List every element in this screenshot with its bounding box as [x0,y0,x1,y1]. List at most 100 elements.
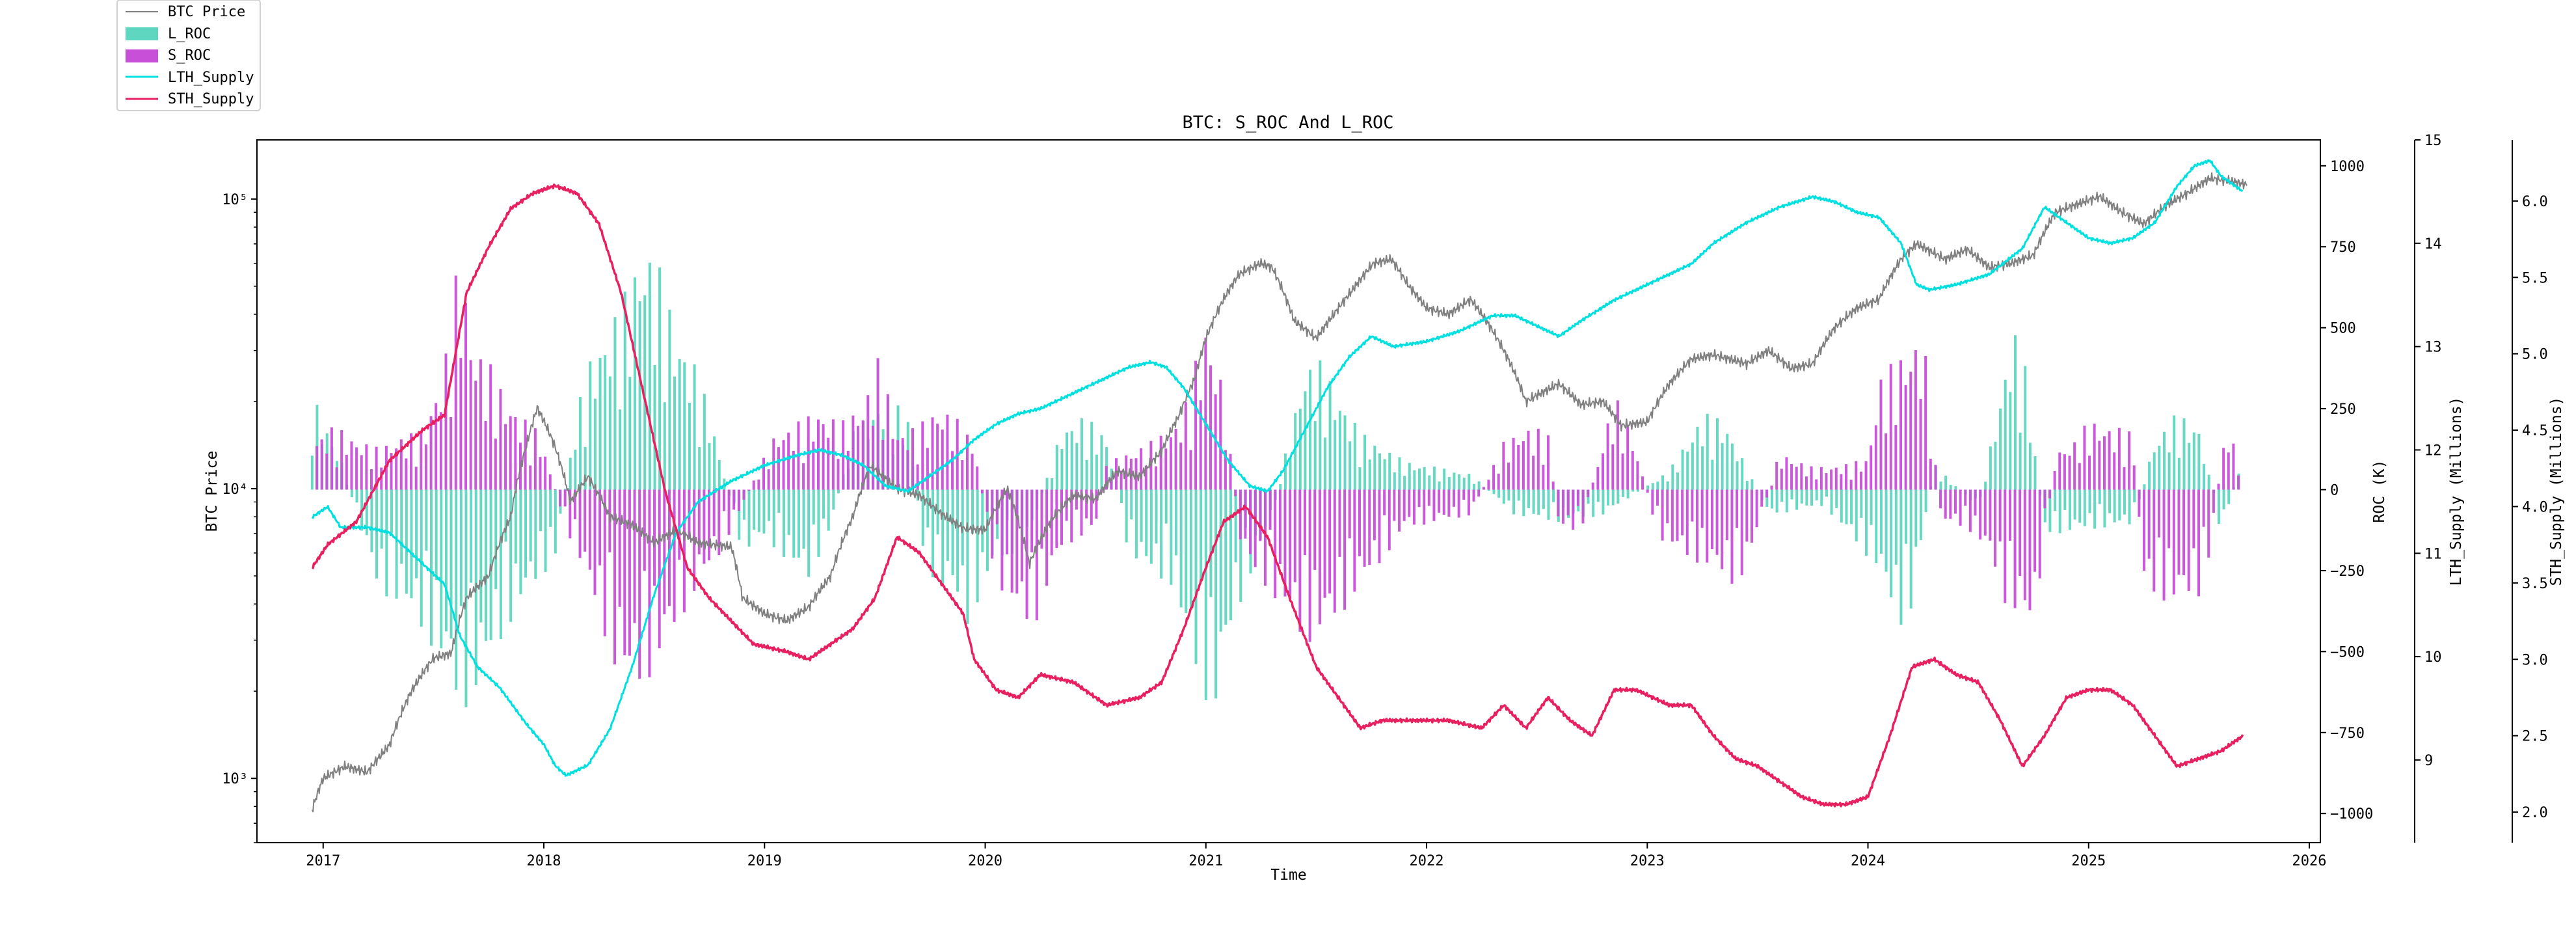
l-roc-bar [966,489,969,624]
s-roc-bar [816,419,820,490]
l-roc-bar [1602,489,1605,515]
l-roc-bar [663,402,666,490]
l-roc-bar [762,489,766,534]
l-roc-bar [1914,489,1918,547]
l-roc-bar [1646,485,1650,490]
s-roc-bar [355,447,358,490]
s-roc-bar [514,416,517,490]
s-roc-bar [1199,400,1202,490]
l-roc-bar [926,489,930,528]
l-roc-bar [569,457,572,490]
l-roc-bar [1820,489,1823,506]
price-tick-label: 10³ [222,771,248,787]
l-roc-bar [2227,489,2231,504]
l-roc-bar [2073,489,2076,520]
l-roc-bar [1527,489,1530,508]
s-roc-bar [1383,489,1386,516]
l-roc-bar [544,489,547,572]
lth-tick-label: 13 [2424,340,2442,356]
s-roc-bar [1095,489,1098,519]
l-roc-bar [499,489,502,640]
s-roc-bar [727,489,731,536]
l-roc-bar [410,489,413,599]
s-roc-bar [911,428,915,490]
s-roc-bar [435,403,438,490]
s-roc-bar [464,303,468,490]
l-roc-bar [524,489,528,578]
s-roc-bar [643,489,646,571]
s-roc-bar [876,358,879,490]
s-roc-bar [2182,489,2186,575]
s-roc-bar [1283,489,1287,597]
s-roc-bar [871,426,874,490]
l-roc-bar [400,489,403,564]
s-roc-bar [732,489,736,510]
l-roc-bar [449,489,453,639]
s-roc-bar [1780,468,1783,490]
s-roc-bar [1050,489,1053,556]
l-roc-bar [589,361,592,490]
s-roc-bar [1318,489,1321,625]
s-roc-bar [1859,471,1862,490]
s-roc-bar [946,414,949,490]
l-roc-bar [1279,484,1282,490]
s-roc-bar [2023,489,2026,601]
l-roc-bar [494,489,498,590]
s-roc-bar [1462,489,1466,500]
s-roc-bar [2128,431,2131,490]
roc-tick-label: 750 [2330,239,2356,256]
l-roc-bar [2058,489,2061,534]
l-roc-bar [1368,459,1371,490]
s-roc-bar [1775,461,1778,490]
s-roc-bar [1035,489,1038,621]
l-roc-bar [1924,489,1927,513]
s-roc-bar [449,416,453,490]
legend-label-l-roc: L_ROC [168,26,211,42]
s-roc-bar [1666,489,1669,524]
l-roc-bar [1775,489,1778,513]
s-roc-bar [802,463,805,490]
legend-swatch-l-roc [126,27,158,40]
s-roc-bar [1651,489,1654,515]
l-roc-bar [1348,441,1352,490]
s-roc-bar [1328,489,1332,594]
l-roc-bar [2182,418,2186,490]
s-roc-bar [504,424,507,490]
s-roc-bar [1765,489,1768,498]
l-roc-bar [2197,433,2201,490]
s-roc-bar [1879,379,1883,490]
s-roc-bar [444,353,448,490]
s-roc-bar [345,454,348,490]
s-roc-bar [881,439,885,490]
s-roc-bar [767,469,770,490]
l-roc-bar [1373,445,1376,490]
s-roc-bar [1358,489,1361,556]
s-roc-bar [846,450,850,490]
l-roc-bar [1855,489,1858,542]
l-roc-bar [837,489,840,494]
l-roc-bar [2217,489,2220,524]
s-roc-bar [1894,425,1898,490]
s-roc-bar [1557,489,1560,517]
s-roc-bar [1482,487,1485,490]
l-roc-bar [931,489,934,578]
s-roc-bar [1755,489,1758,528]
s-roc-bar [2068,455,2071,490]
l-roc-bar [688,402,691,490]
l-roc-bar [1800,489,1803,504]
s-roc-bar [1815,479,1818,490]
l-roc-bar [2162,431,2166,490]
s-roc-bar [474,381,477,490]
l-roc-bar [1120,489,1123,503]
s-roc-bar [712,489,716,537]
s-roc-bar [573,489,576,520]
s-roc-bar [827,437,830,490]
s-roc-bar [1438,489,1441,513]
l-roc-bar [1994,441,1997,490]
l-roc-bar [1413,470,1416,490]
l-roc-bar [504,489,507,542]
l-roc-bar [1085,459,1088,490]
s-roc-bar [1681,489,1684,536]
l-roc-bar [738,489,741,540]
l-roc-bar [1140,489,1143,542]
